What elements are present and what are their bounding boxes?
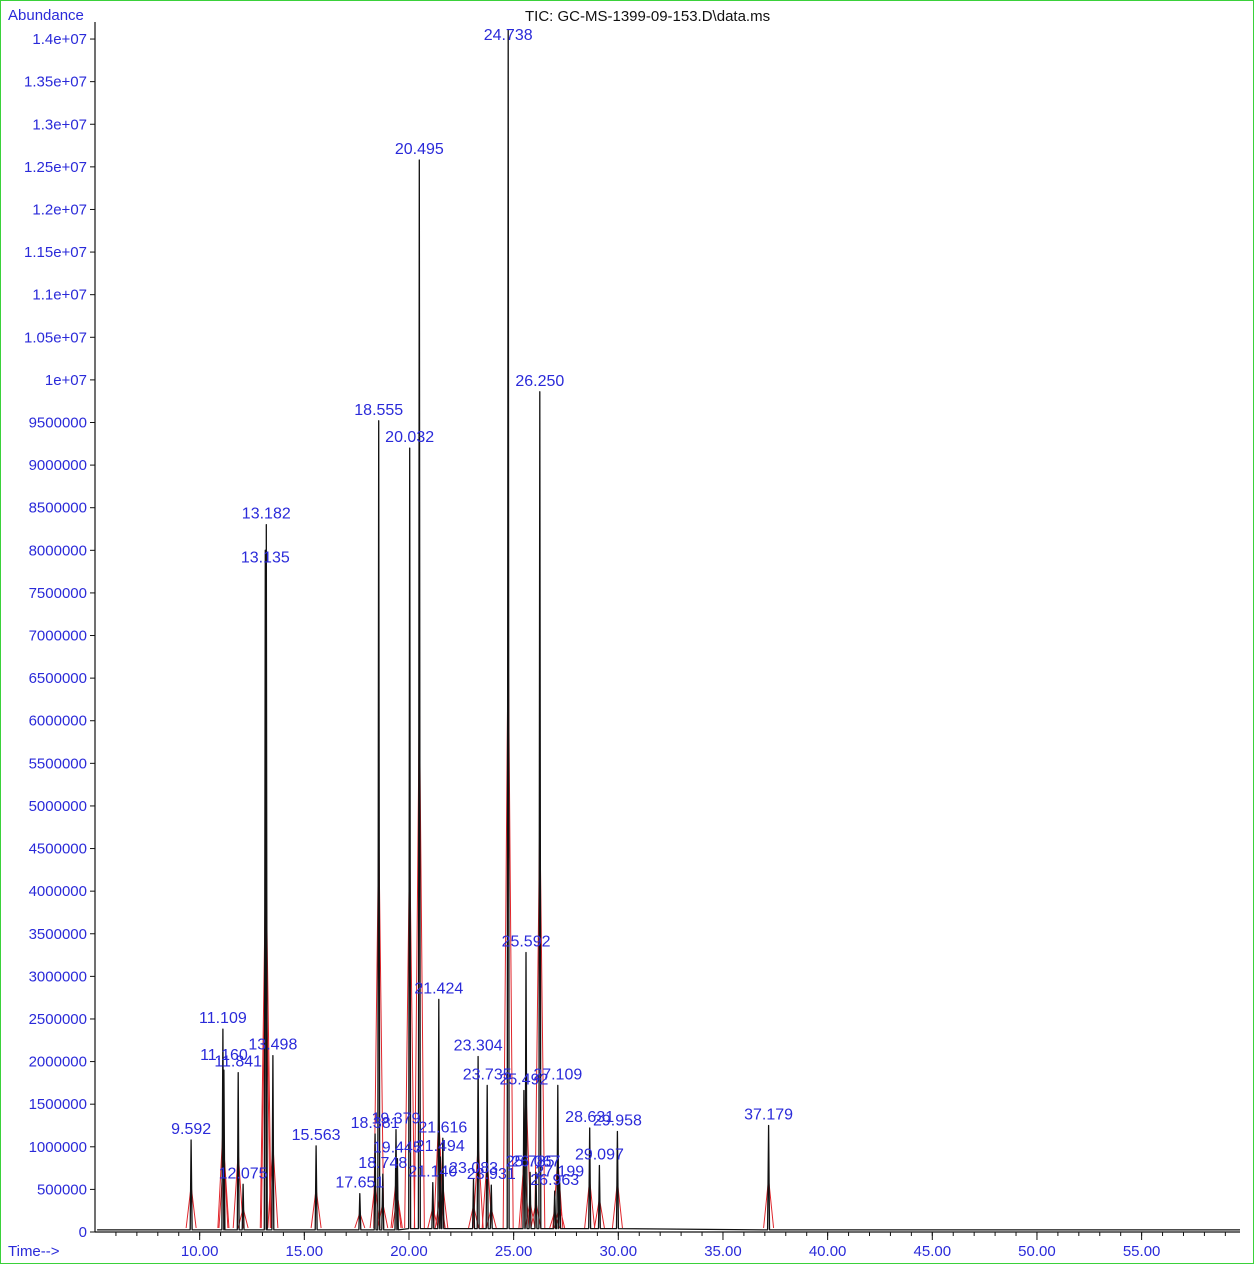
y-tick-label: 1.3e+07 [32, 116, 87, 133]
peak-label: 19.379 [372, 1111, 421, 1128]
peak-label: 23.083 [449, 1160, 498, 1177]
peak-label: 11.109 [199, 1010, 247, 1027]
y-tick-label: 6000000 [29, 713, 87, 730]
peak-label: 21.140 [408, 1164, 457, 1181]
integration-baselines [185, 631, 775, 1229]
x-tick-label: 20.00 [390, 1243, 428, 1260]
y-tick-label: 8500000 [29, 500, 87, 517]
y-tick-label: 5000000 [29, 798, 87, 815]
y-tick-label: 5500000 [29, 755, 87, 772]
y-tick-label: 7500000 [29, 585, 87, 602]
y-tick-label: 500000 [37, 1181, 87, 1198]
peak-label: 23.931 [467, 1166, 516, 1183]
y-tick-label: 1500000 [29, 1096, 87, 1113]
x-tick-label: 30.00 [600, 1243, 638, 1260]
tic-trace [97, 29, 1240, 1231]
x-tick-label: 45.00 [914, 1243, 952, 1260]
peak-label: 26.963 [530, 1172, 579, 1189]
y-tick-label: 4500000 [29, 841, 87, 858]
peak-label: 21.424 [414, 980, 463, 997]
peak-label: 25.592 [502, 934, 551, 951]
y-tick-label: 1.1e+07 [32, 287, 87, 304]
peak-label: 21.616 [418, 1119, 467, 1136]
peak-label: 20.495 [395, 141, 444, 158]
y-tick-label: 2500000 [29, 1011, 87, 1028]
x-tick-label: 35.00 [704, 1243, 742, 1260]
peak-label: 13.498 [248, 1037, 297, 1054]
peak-label: 26.250 [515, 373, 564, 390]
peak-label: 18.555 [354, 402, 403, 419]
y-tick-label: 3000000 [29, 968, 87, 985]
peak-label: 23.735 [463, 1066, 512, 1083]
y-tick-label: 2000000 [29, 1054, 87, 1071]
peak-label: 26.067 [512, 1153, 561, 1170]
peak-label: 25.785 [506, 1153, 555, 1170]
y-tick-label: 1.05e+07 [24, 329, 87, 346]
y-tick-label: 9000000 [29, 457, 87, 474]
y-tick-label: 0 [79, 1224, 87, 1241]
y-tick-label: 1000000 [29, 1139, 87, 1156]
peak-label: 12.075 [219, 1165, 268, 1182]
peak-label: 9.592 [171, 1121, 211, 1138]
chart-title: TIC: GC-MS-1399-09-153.D\data.ms [525, 8, 770, 25]
peak-label: 21.494 [416, 1138, 465, 1155]
y-tick-label: 6500000 [29, 670, 87, 687]
y-tick-label: 1e+07 [45, 372, 87, 389]
y-tick-label: 9500000 [29, 414, 87, 431]
y-tick-label: 1.4e+07 [32, 31, 87, 48]
peak-label: 13.135 [241, 549, 290, 566]
x-tick-label: 15.00 [286, 1243, 324, 1260]
peak-label: 28.631 [565, 1109, 614, 1126]
y-tick-label: 7000000 [29, 628, 87, 645]
x-tick-label: 40.00 [809, 1243, 847, 1260]
y-axis-label: Abundance [8, 7, 84, 24]
x-tick-label: 50.00 [1018, 1243, 1056, 1260]
peak-label: 11.841 [214, 1054, 262, 1071]
peak-label: 18.748 [358, 1155, 407, 1172]
peak-label: 13.182 [242, 506, 291, 523]
y-tick-label: 1.15e+07 [24, 244, 87, 261]
peak-label: 29.097 [575, 1147, 624, 1164]
peak-label: 20.032 [385, 429, 434, 446]
x-tick-label: 25.00 [495, 1243, 533, 1260]
x-tick-label: 10.00 [181, 1243, 219, 1260]
x-ticks: 10.00 15.00 20.00 25.00 30.00 35.00 40.00 45.00… [115, 1232, 1226, 1260]
peak-label: 27.199 [535, 1164, 584, 1181]
y-tick-label: 1.25e+07 [24, 159, 87, 176]
y-tick-label: 1.2e+07 [32, 201, 87, 218]
peak-label: 18.381 [351, 1115, 400, 1132]
peak-label: 25.492 [499, 1072, 548, 1089]
y-ticks: 0 500000 1000000 1500000 2000000 2500000 30000… [24, 31, 95, 1241]
peak-label: 29.958 [593, 1112, 642, 1129]
peak-label: 27.109 [533, 1066, 582, 1083]
y-tick-label: 4000000 [29, 883, 87, 900]
peak-label: 37.179 [744, 1106, 793, 1123]
y-tick-label: 8000000 [29, 542, 87, 559]
peak-label: 17.651 [335, 1175, 384, 1192]
x-axis-label: Time--> [8, 1243, 60, 1260]
peak-label: 24.738 [484, 27, 533, 44]
peak-label: 11.160 [200, 1047, 248, 1064]
peak-label: 15.563 [292, 1127, 341, 1144]
x-tick-label: 55.00 [1123, 1243, 1161, 1260]
peak-label: 19.445 [373, 1140, 422, 1157]
y-tick-label: 1.35e+07 [24, 74, 87, 91]
peak-label: 23.304 [454, 1037, 503, 1054]
y-tick-label: 3500000 [29, 926, 87, 943]
